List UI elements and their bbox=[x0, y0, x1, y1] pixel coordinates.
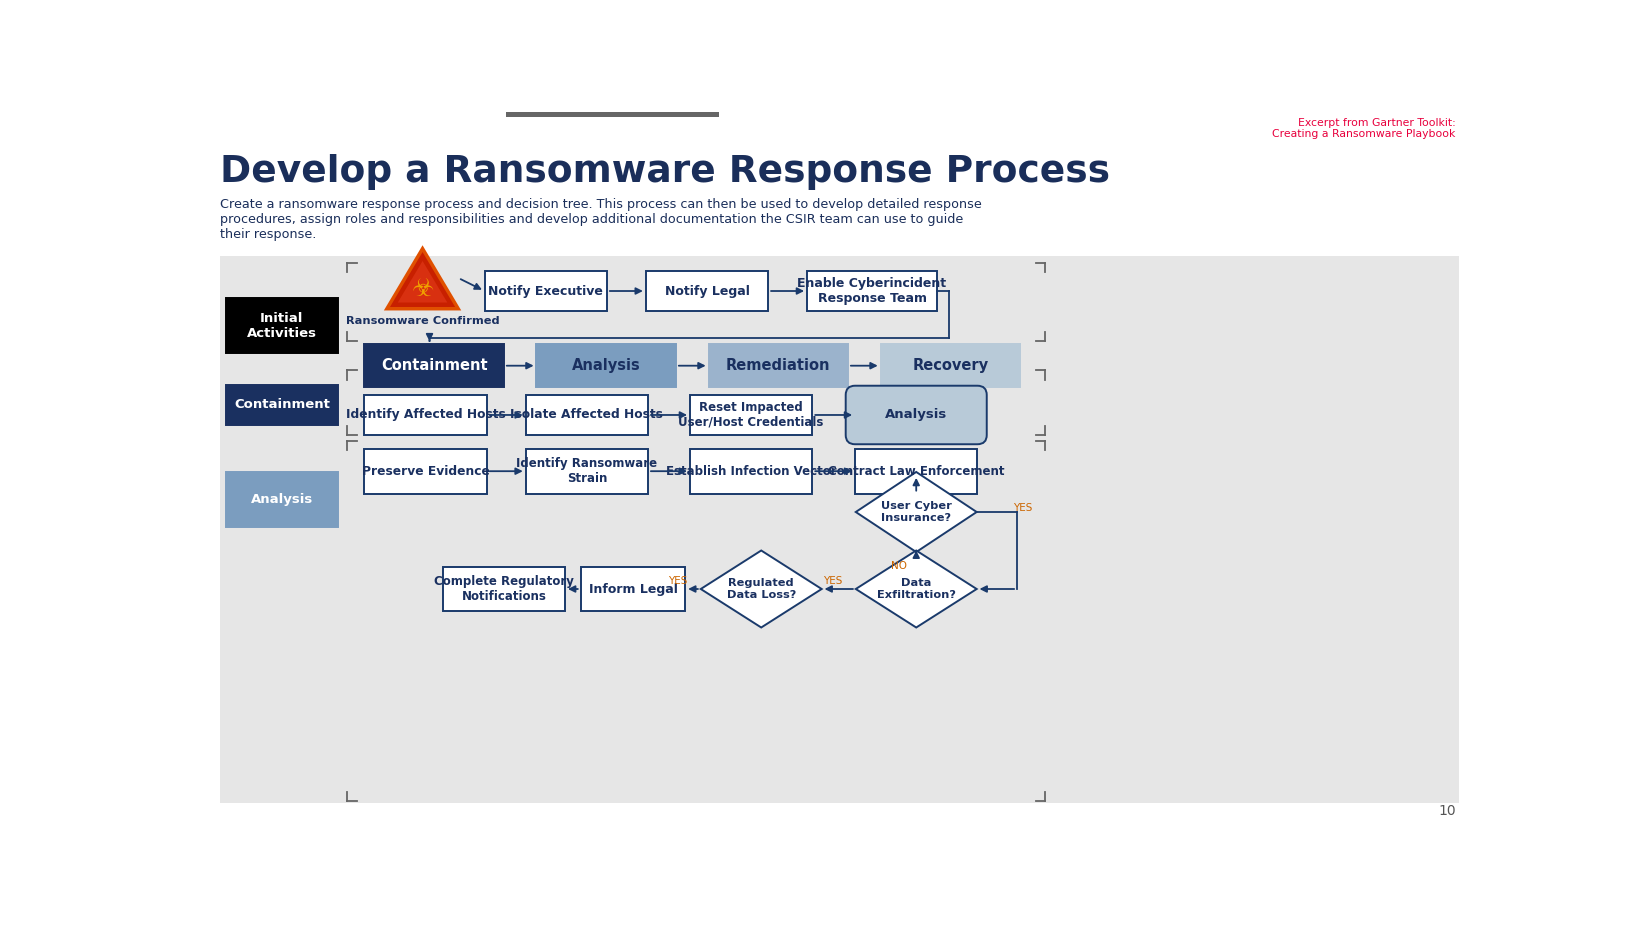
Polygon shape bbox=[855, 472, 976, 552]
FancyBboxPatch shape bbox=[690, 395, 813, 435]
Text: Isolate Affected Hosts: Isolate Affected Hosts bbox=[511, 408, 663, 421]
Text: Notify Legal: Notify Legal bbox=[664, 285, 749, 298]
FancyBboxPatch shape bbox=[690, 449, 813, 494]
Text: Containment: Containment bbox=[233, 398, 330, 411]
Text: ☣: ☣ bbox=[411, 277, 434, 300]
FancyBboxPatch shape bbox=[526, 449, 648, 494]
Text: Initial
Activities: Initial Activities bbox=[246, 312, 317, 339]
FancyBboxPatch shape bbox=[806, 271, 937, 311]
Text: Analysis: Analysis bbox=[885, 408, 947, 421]
Text: YES: YES bbox=[667, 577, 687, 586]
Text: Enable Cyberincident
Response Team: Enable Cyberincident Response Team bbox=[798, 277, 947, 305]
FancyBboxPatch shape bbox=[364, 395, 486, 435]
FancyBboxPatch shape bbox=[485, 271, 607, 311]
Text: Contract Law Enforcement: Contract Law Enforcement bbox=[827, 465, 1004, 478]
Bar bbox=[219, 257, 1459, 804]
FancyBboxPatch shape bbox=[855, 449, 978, 494]
Text: Establish Infection Vector: Establish Infection Vector bbox=[666, 465, 837, 478]
FancyBboxPatch shape bbox=[526, 395, 648, 435]
Text: Data
Exfiltration?: Data Exfiltration? bbox=[876, 578, 956, 600]
Polygon shape bbox=[700, 551, 821, 628]
Text: YES: YES bbox=[1013, 503, 1033, 513]
Text: Notify Executive: Notify Executive bbox=[488, 285, 604, 298]
Text: NO: NO bbox=[891, 562, 907, 571]
Text: Complete Regulatory
Notifications: Complete Regulatory Notifications bbox=[434, 575, 574, 603]
FancyBboxPatch shape bbox=[537, 344, 676, 387]
FancyBboxPatch shape bbox=[581, 566, 685, 611]
FancyBboxPatch shape bbox=[364, 344, 504, 387]
Text: Inform Legal: Inform Legal bbox=[589, 582, 677, 595]
Text: Analysis: Analysis bbox=[251, 493, 313, 506]
FancyBboxPatch shape bbox=[708, 344, 849, 387]
Text: Regulated
Data Loss?: Regulated Data Loss? bbox=[726, 578, 796, 600]
Bar bbox=[506, 112, 720, 117]
Text: Analysis: Analysis bbox=[571, 358, 641, 373]
Polygon shape bbox=[855, 551, 976, 628]
FancyBboxPatch shape bbox=[646, 271, 769, 311]
Text: Reset Impacted
User/Host Credentials: Reset Impacted User/Host Credentials bbox=[679, 401, 824, 429]
Text: YES: YES bbox=[823, 577, 842, 586]
Text: Recovery: Recovery bbox=[912, 358, 989, 373]
Text: Identify Affected Hosts: Identify Affected Hosts bbox=[346, 408, 506, 421]
FancyBboxPatch shape bbox=[442, 566, 565, 611]
FancyBboxPatch shape bbox=[225, 472, 338, 527]
Polygon shape bbox=[398, 261, 447, 302]
Text: User Cyber
Insurance?: User Cyber Insurance? bbox=[881, 501, 951, 523]
FancyBboxPatch shape bbox=[881, 344, 1020, 387]
FancyBboxPatch shape bbox=[845, 386, 987, 445]
Text: Remediation: Remediation bbox=[726, 358, 831, 373]
Text: Develop a Ransomware Response Process: Develop a Ransomware Response Process bbox=[219, 154, 1110, 190]
Text: Ransomware Confirmed: Ransomware Confirmed bbox=[346, 315, 499, 326]
FancyBboxPatch shape bbox=[364, 449, 486, 494]
FancyBboxPatch shape bbox=[225, 385, 338, 425]
Text: Preserve Evidence: Preserve Evidence bbox=[362, 465, 490, 478]
Text: 10: 10 bbox=[1438, 804, 1456, 818]
Text: Excerpt from Gartner Toolkit:
Creating a Ransomware Playbook: Excerpt from Gartner Toolkit: Creating a… bbox=[1273, 118, 1456, 140]
Text: Containment: Containment bbox=[380, 358, 488, 373]
FancyBboxPatch shape bbox=[225, 298, 338, 353]
Polygon shape bbox=[387, 248, 459, 309]
Text: Identify Ransomware
Strain: Identify Ransomware Strain bbox=[516, 458, 658, 485]
Text: Create a ransomware response process and decision tree. This process can then be: Create a ransomware response process and… bbox=[219, 198, 981, 241]
